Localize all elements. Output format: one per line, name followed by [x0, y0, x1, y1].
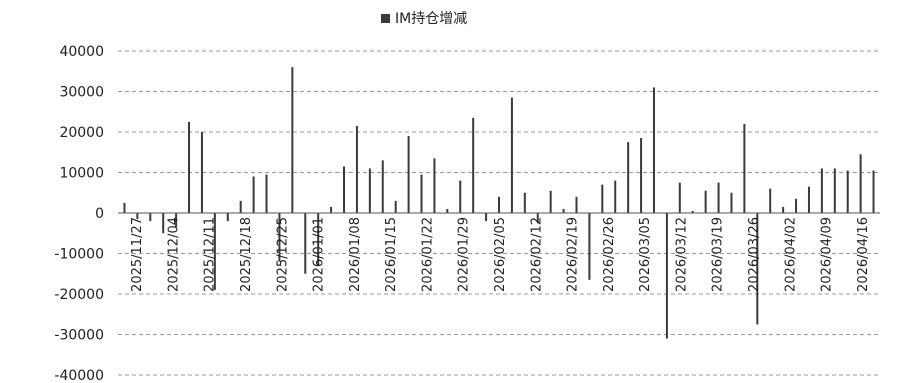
- bar: [162, 213, 165, 234]
- y-tick-label: 0: [95, 206, 104, 222]
- bar: [149, 213, 152, 222]
- x-tick-label: 2025/12/11: [203, 217, 218, 292]
- bar-series: [123, 67, 875, 339]
- x-tick-label: 2026/03/12: [674, 217, 689, 292]
- bar: [704, 190, 707, 213]
- gridlines: [118, 50, 880, 376]
- y-tick-label: 40000: [59, 44, 104, 60]
- bar: [510, 97, 513, 213]
- bar: [807, 186, 810, 213]
- x-tick-label: 2026/02/05: [493, 217, 508, 292]
- bar: [252, 176, 255, 213]
- bar: [485, 213, 488, 222]
- x-tick-label: 2026/01/01: [312, 217, 327, 292]
- bar: [743, 123, 746, 213]
- bar: [175, 213, 178, 228]
- x-tick-label: 2026/04/02: [783, 217, 798, 292]
- bar: [640, 138, 643, 213]
- x-tick-label: 2025/11/27: [130, 217, 145, 292]
- bar: [278, 213, 281, 262]
- bar: [239, 200, 242, 213]
- x-tick-label: 2026/01/15: [384, 217, 399, 292]
- y-tick-label: 10000: [59, 166, 104, 182]
- y-tick-label: -10000: [54, 247, 104, 263]
- bar: [691, 210, 694, 213]
- bar: [523, 192, 526, 213]
- bar: [833, 168, 836, 213]
- bar: [549, 190, 552, 213]
- bar: [343, 166, 346, 213]
- x-tick-label: 2026/01/08: [348, 217, 363, 292]
- bar: [859, 154, 862, 213]
- bar: [846, 170, 849, 213]
- bar: [614, 180, 617, 213]
- bar: [652, 87, 655, 213]
- bar: [330, 206, 333, 213]
- x-tick-label: 2026/04/16: [856, 217, 871, 292]
- x-tick-label: 2026/04/09: [820, 217, 835, 292]
- bar: [368, 168, 371, 213]
- x-tick-label: 2025/12/04: [166, 217, 181, 292]
- y-tick-label: 30000: [59, 85, 104, 101]
- bar: [601, 184, 604, 213]
- x-tick-label: 2025/12/25: [275, 217, 290, 292]
- y-tick-label: -20000: [54, 287, 104, 303]
- bar: [575, 196, 578, 213]
- x-tick-label: 2026/02/19: [566, 217, 581, 292]
- bar: [459, 180, 462, 213]
- bar: [717, 182, 720, 214]
- bar: [678, 182, 681, 214]
- bar: [265, 174, 268, 213]
- bar: [730, 192, 733, 213]
- bar: [317, 213, 320, 266]
- bar: [872, 170, 875, 213]
- bar: [200, 132, 203, 213]
- bar: [123, 202, 126, 214]
- bar: [820, 168, 823, 213]
- bar: [536, 213, 539, 224]
- y-tick-label: 20000: [59, 125, 104, 141]
- x-axis-tick-labels: 2025/11/27 2025/12/04 2025/12/11 2025/12/18…: [130, 217, 871, 292]
- bar: [588, 213, 591, 280]
- y-axis-tick-labels: 40000 30000 20000 10000 0 -10000 -20000 -30000 -…: [54, 44, 104, 383]
- bar: [665, 213, 668, 339]
- bar: [562, 208, 565, 213]
- chart-legend: IM持仓增减: [381, 9, 467, 27]
- y-tick-label: -40000: [54, 368, 104, 383]
- y-tick-label: -30000: [54, 328, 104, 344]
- x-tick-label: 2025/12/18: [239, 217, 254, 292]
- bar: [498, 196, 500, 213]
- bar: [769, 188, 772, 213]
- bar: [355, 125, 358, 213]
- bar: [213, 213, 216, 290]
- x-tick-label: 2026/01/29: [457, 217, 472, 292]
- x-tick-label: 2026/02/26: [602, 217, 617, 292]
- bar: [188, 121, 191, 214]
- bar: [291, 67, 294, 213]
- bar: [756, 213, 759, 325]
- x-tick-label: 2026/03/05: [638, 217, 653, 292]
- legend-label: IM持仓增减: [395, 11, 468, 27]
- x-tick-label: 2026/02/12: [529, 217, 544, 292]
- bar: [795, 198, 798, 213]
- legend-swatch: [381, 13, 390, 23]
- x-tick-label: 2026/03/19: [711, 217, 726, 292]
- bar: [420, 174, 423, 213]
- bar: [782, 206, 785, 213]
- bar: [446, 208, 449, 213]
- bar: [304, 213, 307, 274]
- bar: [394, 200, 397, 213]
- x-tick-label: 2026/01/22: [420, 217, 435, 292]
- bar: [226, 213, 229, 222]
- bar: [433, 158, 436, 213]
- bar: [472, 117, 475, 213]
- x-tick-label: 2026/03/26: [747, 217, 762, 292]
- bar: [407, 136, 410, 213]
- bar: [627, 142, 630, 214]
- bar: [136, 213, 139, 220]
- bar: [381, 160, 384, 213]
